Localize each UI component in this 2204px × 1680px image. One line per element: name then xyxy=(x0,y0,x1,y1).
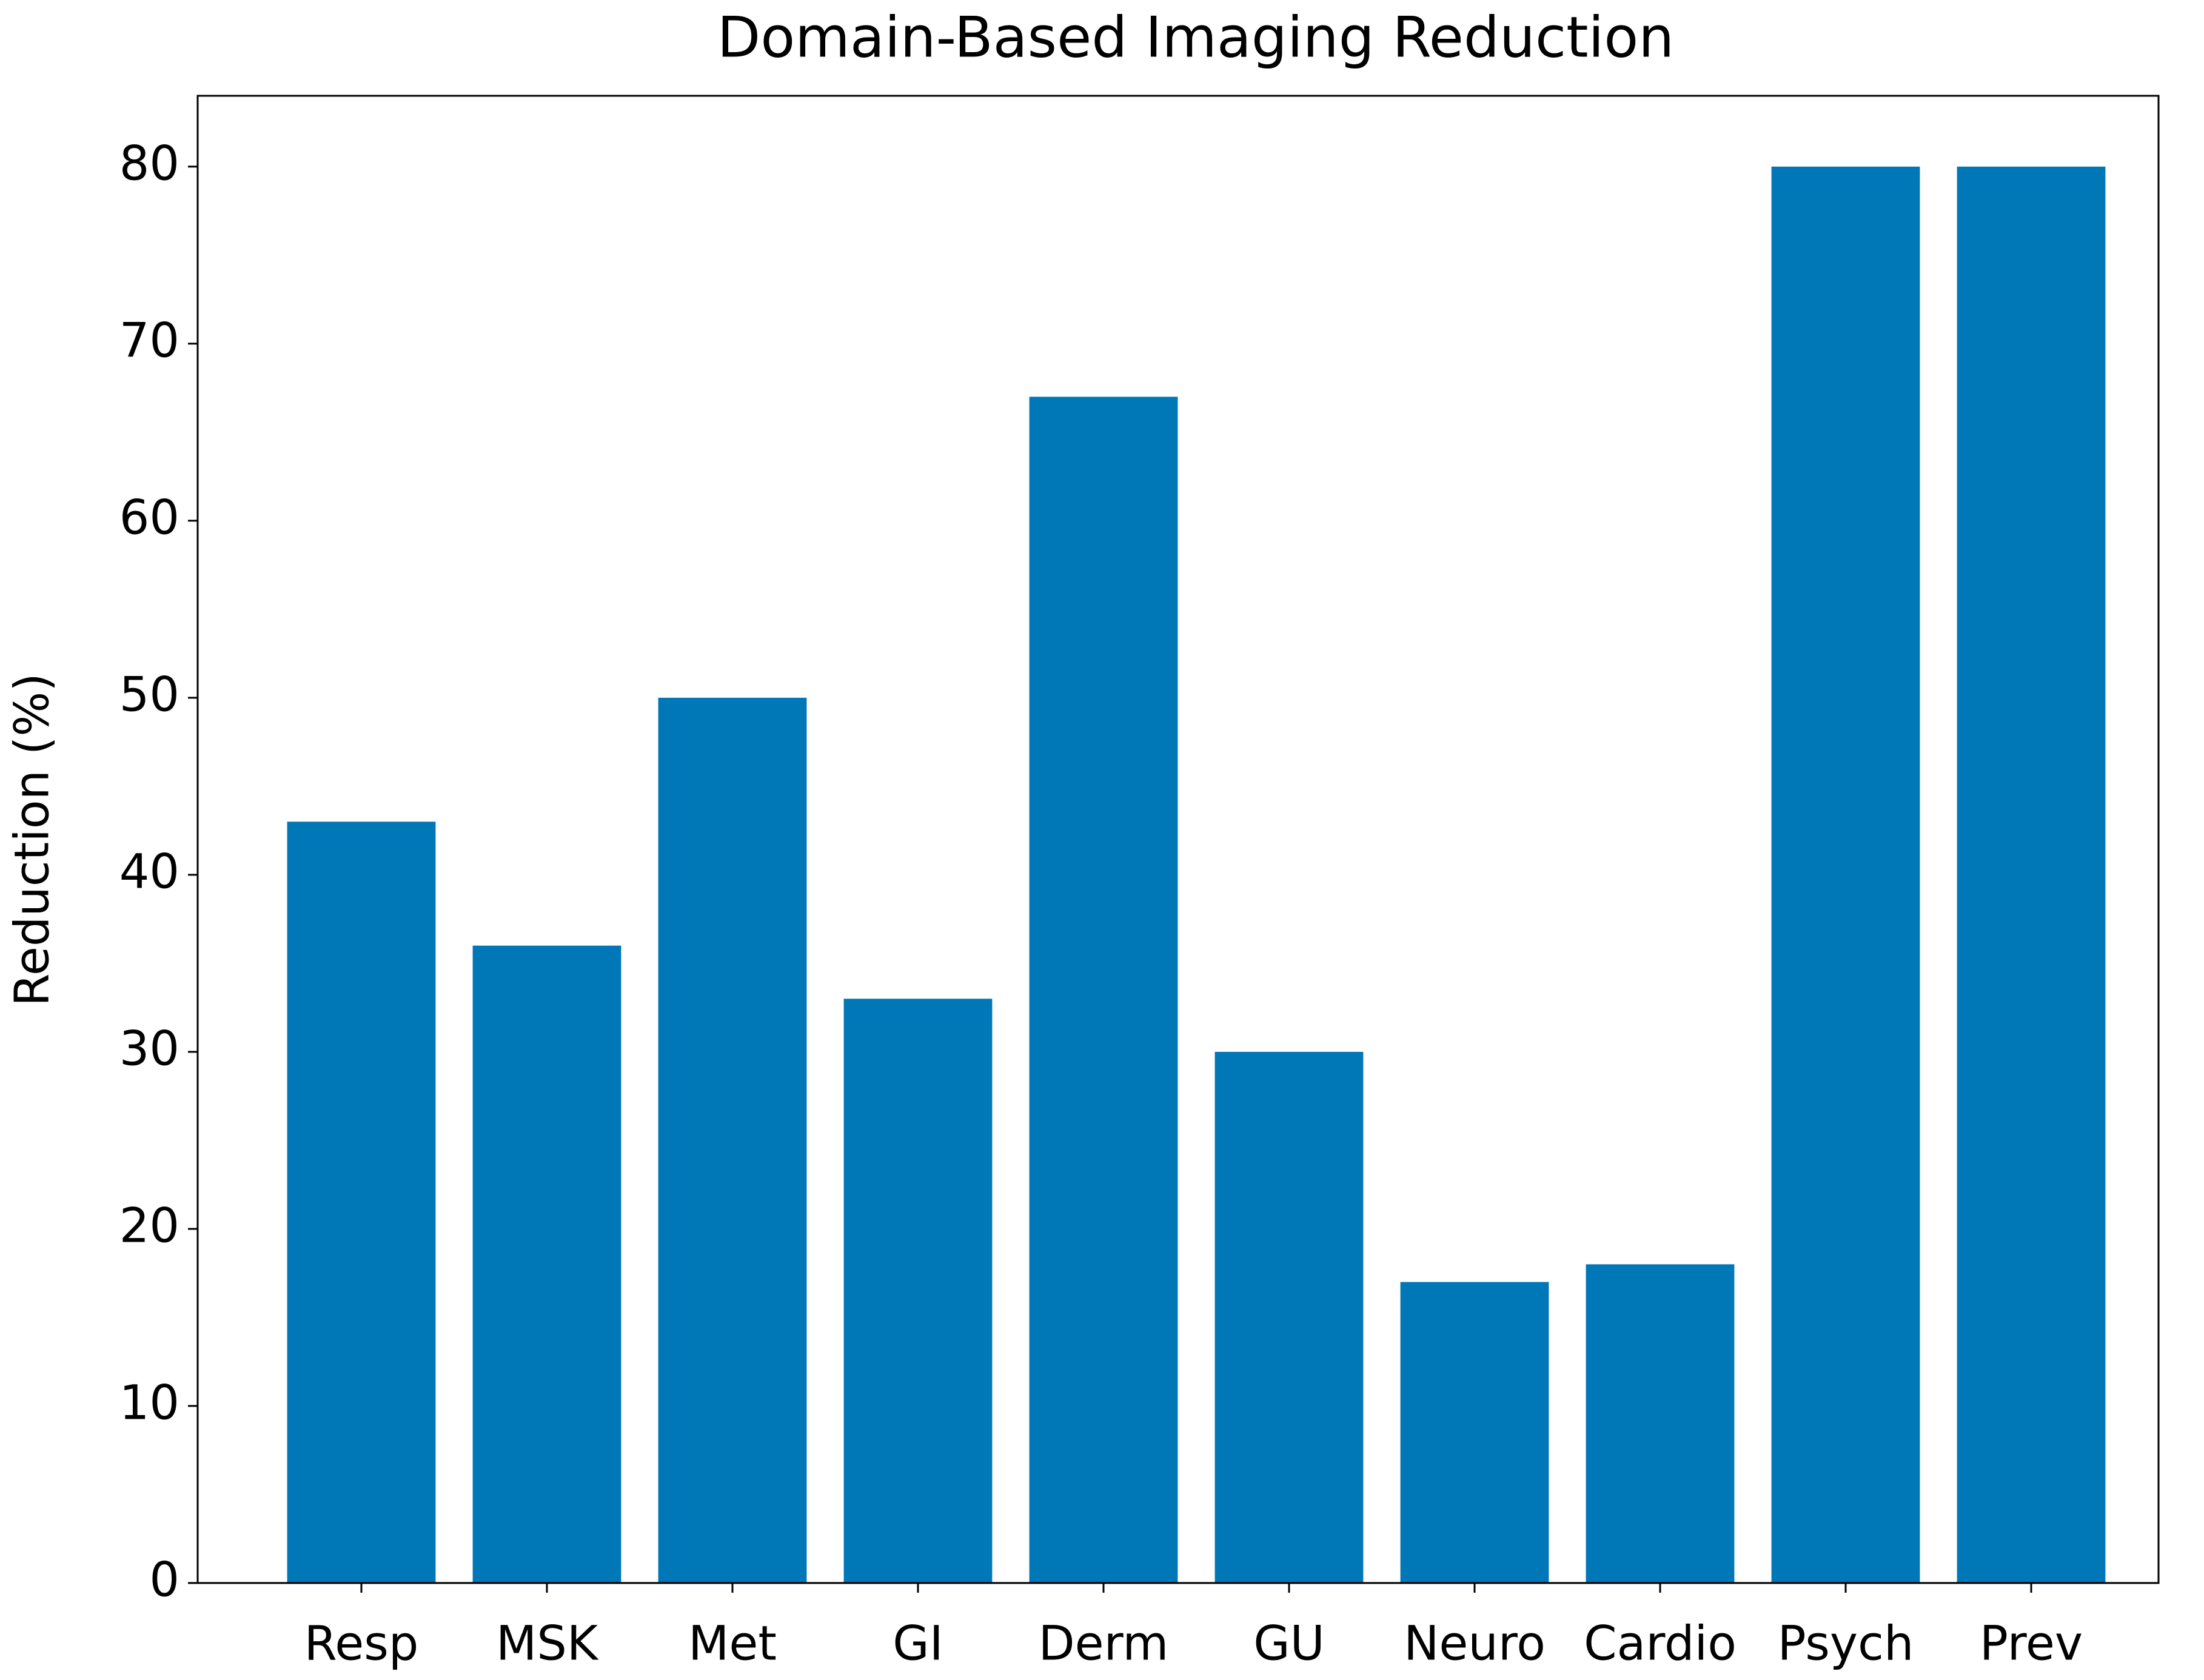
bar xyxy=(1586,1264,1735,1583)
x-tick-label: Met xyxy=(688,1616,777,1671)
bar xyxy=(287,822,436,1583)
bar xyxy=(1400,1282,1549,1583)
x-tick-label: Neuro xyxy=(1404,1616,1546,1671)
y-tick-label: 10 xyxy=(119,1376,179,1430)
x-tick-label: Resp xyxy=(304,1616,419,1671)
x-tick-label: Prev xyxy=(1980,1616,2083,1671)
bar xyxy=(472,945,621,1583)
x-tick-label: Derm xyxy=(1039,1616,1169,1671)
bar xyxy=(1029,397,1178,1584)
x-tick-label: GI xyxy=(893,1616,943,1671)
x-tick-label: MSK xyxy=(496,1616,599,1671)
y-tick-label: 0 xyxy=(149,1553,179,1607)
y-tick-label: 50 xyxy=(119,668,179,722)
y-tick-label: 60 xyxy=(119,490,179,545)
plot-frame xyxy=(196,95,2160,1584)
bar xyxy=(658,697,807,1583)
y-tick-label: 80 xyxy=(119,136,179,191)
bar xyxy=(1771,166,1920,1583)
x-tick-label: Cardio xyxy=(1584,1616,1737,1671)
y-tick-label: 30 xyxy=(119,1022,179,1076)
x-tick-label: Psych xyxy=(1778,1616,1914,1671)
bar xyxy=(1957,166,2106,1583)
x-tick-label: GU xyxy=(1253,1616,1325,1671)
bar xyxy=(1214,1051,1364,1583)
y-tick-label: 40 xyxy=(119,845,179,899)
bar xyxy=(843,999,993,1583)
y-tick-label: 70 xyxy=(119,313,179,368)
chart-title: Domain-Based Imaging Reduction xyxy=(717,4,1675,70)
y-tick-label: 20 xyxy=(119,1199,179,1253)
y-axis-label: Reduction (%) xyxy=(5,673,59,1006)
